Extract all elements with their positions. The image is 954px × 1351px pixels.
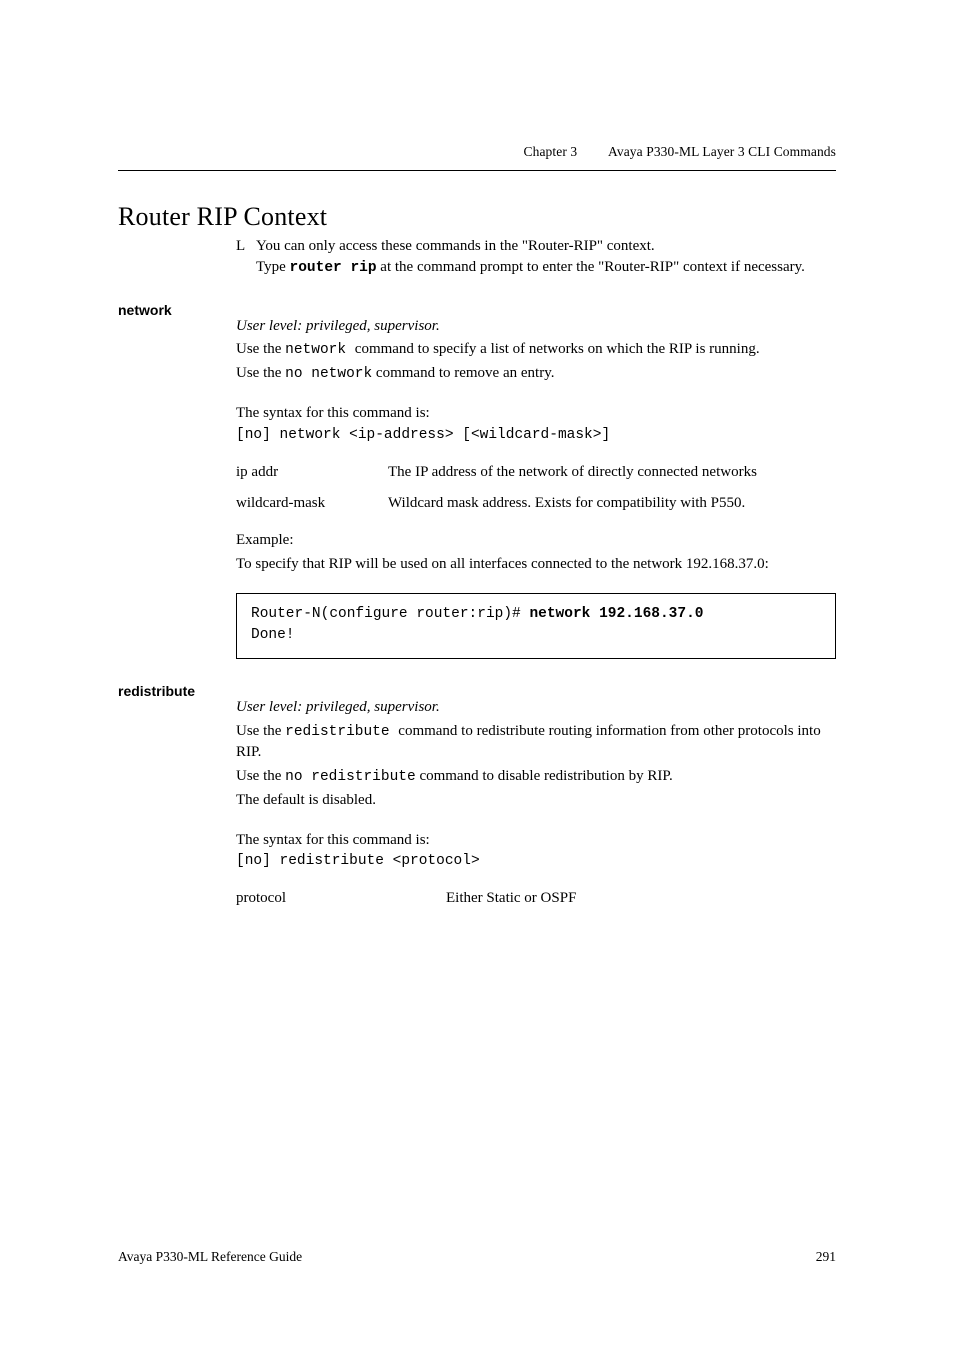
redistribute-desc2: Use the no redistribute command to disab… [236, 766, 836, 787]
header-rule [118, 170, 836, 171]
running-header: Chapter 3 Avaya P330-ML Layer 3 CLI Comm… [524, 144, 836, 160]
redistribute-desc1-cmd: redistribute [285, 724, 398, 740]
footer-left: Avaya P330-ML Reference Guide [118, 1249, 302, 1265]
chapter-title: Avaya P330-ML Layer 3 CLI Commands [608, 144, 836, 159]
info-note-line2-pre: Type [256, 259, 290, 275]
network-desc1-post: command to specify a list of networks on… [355, 341, 760, 357]
sidehead-redistribute: redistribute [118, 683, 195, 699]
network-code-line2: Done! [251, 627, 295, 643]
info-note-line2-post: at the command prompt to enter the "Rout… [377, 259, 805, 275]
info-note-line1: You can only access these commands in th… [256, 238, 655, 254]
network-syntax-code: [no] network <ip-address> [<wildcard-mas… [236, 427, 836, 443]
network-param-row-0: ip addr The IP address of the network of… [236, 462, 836, 483]
info-note-cmd: router rip [290, 260, 377, 276]
network-code-box: Router-N(configure router:rip)# network … [236, 593, 836, 659]
network-param-desc-0: The IP address of the network of directl… [388, 462, 836, 483]
redistribute-desc2-pre: Use the [236, 768, 285, 784]
redistribute-syntax-code: [no] redistribute <protocol> [236, 853, 836, 869]
network-desc2-post: command to remove an entry. [372, 365, 554, 381]
network-syntax-label: The syntax for this command is: [236, 403, 836, 424]
redistribute-desc2-post: command to disable redistribution by RIP… [416, 768, 673, 784]
section-title: Router RIP Context [118, 202, 836, 232]
redistribute-param-row-0: protocol Either Static or OSPF [236, 888, 836, 909]
network-code-line1-plain: Router-N(configure router:rip)# [251, 606, 529, 622]
network-desc2-pre: Use the [236, 365, 285, 381]
redistribute-param-name-0: protocol [236, 888, 446, 909]
redistribute-default: The default is disabled. [236, 790, 836, 811]
redistribute-desc1: Use the redistribute command to redistri… [236, 721, 836, 763]
network-param-desc-1: Wildcard mask address. Exists for compat… [388, 493, 836, 514]
page-footer: Avaya P330-ML Reference Guide 291 [118, 1249, 836, 1265]
network-desc1: Use the network command to specify a lis… [236, 339, 836, 360]
network-example-label: Example: [236, 530, 836, 551]
redistribute-param-desc-0: Either Static or OSPF [446, 888, 836, 909]
network-desc1-pre: Use the [236, 341, 285, 357]
info-note-text: You can only access these commands in th… [256, 236, 836, 278]
network-example-text: To specify that RIP will be used on all … [236, 554, 836, 575]
info-icon: L [236, 236, 256, 278]
network-param-name-1: wildcard-mask [236, 493, 388, 514]
redistribute-desc2-cmd: no redistribute [285, 769, 416, 785]
redistribute-syntax-label: The syntax for this command is: [236, 830, 836, 851]
network-desc2: Use the no network command to remove an … [236, 363, 836, 384]
sidehead-network: network [118, 302, 172, 318]
network-param-name-0: ip addr [236, 462, 388, 483]
network-userlevel: User level: privileged, supervisor. [236, 316, 836, 337]
network-code-line1-bold: network 192.168.37.0 [529, 606, 703, 622]
network-desc1-cmd: network [285, 342, 355, 358]
chapter-label: Chapter 3 [524, 144, 578, 159]
network-param-row-1: wildcard-mask Wildcard mask address. Exi… [236, 493, 836, 514]
footer-page-number: 291 [816, 1249, 836, 1265]
redistribute-userlevel: User level: privileged, supervisor. [236, 697, 836, 718]
redistribute-desc1-pre: Use the [236, 723, 285, 739]
network-desc2-cmd: no network [285, 366, 372, 382]
